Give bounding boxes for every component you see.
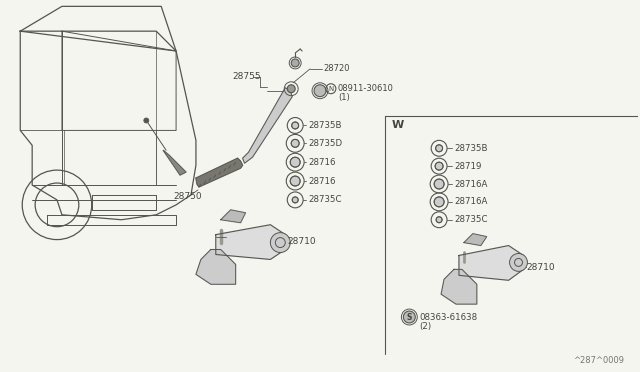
- Text: 28716A: 28716A: [454, 180, 488, 189]
- Circle shape: [270, 232, 290, 253]
- Text: 28750: 28750: [173, 192, 202, 201]
- Text: 28735B: 28735B: [308, 121, 342, 130]
- Text: 28720: 28720: [323, 64, 349, 73]
- Text: 08911-30610: 08911-30610: [338, 84, 394, 93]
- Circle shape: [436, 145, 443, 152]
- Text: 28755: 28755: [233, 72, 261, 81]
- Text: W: W: [392, 121, 404, 131]
- Circle shape: [291, 59, 299, 67]
- Text: 28710: 28710: [287, 237, 316, 246]
- Polygon shape: [163, 150, 186, 175]
- Text: (1): (1): [338, 93, 349, 102]
- Polygon shape: [196, 250, 236, 284]
- Polygon shape: [216, 225, 285, 259]
- Circle shape: [292, 122, 299, 129]
- Text: 28735C: 28735C: [454, 215, 488, 224]
- Text: ^287^0009: ^287^0009: [573, 356, 624, 365]
- Polygon shape: [196, 158, 243, 187]
- Circle shape: [290, 157, 300, 167]
- Text: 28716A: 28716A: [454, 198, 488, 206]
- Polygon shape: [441, 269, 477, 304]
- Text: 08363-61638: 08363-61638: [419, 312, 477, 321]
- Circle shape: [509, 253, 527, 271]
- Circle shape: [403, 311, 415, 323]
- Text: 28710: 28710: [527, 263, 555, 272]
- Text: (2): (2): [419, 323, 431, 331]
- Circle shape: [436, 217, 442, 223]
- Circle shape: [291, 140, 299, 147]
- Circle shape: [434, 197, 444, 207]
- Polygon shape: [243, 88, 292, 163]
- Circle shape: [290, 176, 300, 186]
- Text: 28735C: 28735C: [308, 195, 342, 204]
- Text: 28716: 28716: [308, 177, 335, 186]
- Text: 28719: 28719: [454, 162, 481, 171]
- Text: 28735D: 28735D: [308, 139, 342, 148]
- Circle shape: [287, 85, 295, 93]
- Polygon shape: [221, 210, 246, 223]
- Circle shape: [434, 179, 444, 189]
- Polygon shape: [459, 246, 524, 280]
- Circle shape: [144, 118, 148, 123]
- Text: 28716: 28716: [308, 158, 335, 167]
- Text: N: N: [328, 86, 333, 92]
- Circle shape: [435, 162, 443, 170]
- Polygon shape: [464, 234, 487, 246]
- Circle shape: [314, 85, 326, 97]
- Text: S: S: [406, 312, 412, 321]
- Text: 28735B: 28735B: [454, 144, 488, 153]
- Circle shape: [292, 197, 298, 203]
